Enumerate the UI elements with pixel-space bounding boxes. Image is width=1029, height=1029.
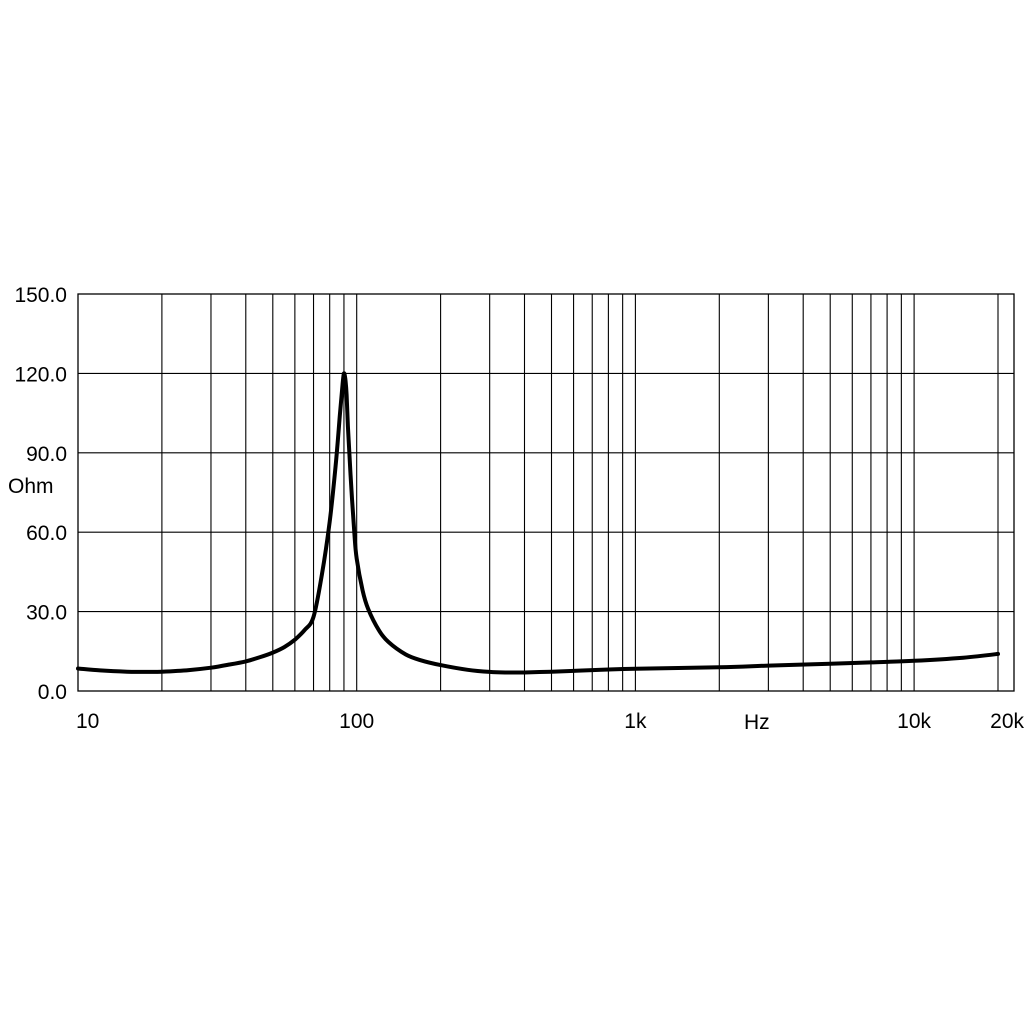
- y-tick-label: 60.0: [26, 522, 67, 545]
- plot-frame: [77, 293, 1015, 692]
- x-tick-label: 100: [339, 710, 374, 733]
- y-tick-label: 90.0: [26, 443, 67, 466]
- y-axis-label: Ohm: [8, 475, 54, 498]
- y-tick-label: 0.0: [38, 681, 67, 704]
- y-tick-label: 30.0: [26, 602, 67, 625]
- x-tick-label: 20k: [990, 710, 1024, 733]
- x-axis-label: Hz: [744, 711, 770, 734]
- x-tick-label: 10k: [897, 710, 931, 733]
- y-tick-labels: 0.0 30.0 60.0 90.0 120.0 150.0: [14, 284, 67, 704]
- x-tick-label: 1k: [624, 710, 647, 733]
- x-tick-label: 10: [76, 710, 99, 733]
- grid-lines: [78, 293, 1014, 691]
- y-tick-label: 150.0: [14, 284, 67, 307]
- x-tick-labels: 10 100 1k 10k 20k: [76, 710, 1024, 733]
- impedance-curve: [76, 371, 1000, 675]
- series-layer: [76, 371, 1000, 675]
- y-tick-label: 120.0: [14, 363, 67, 386]
